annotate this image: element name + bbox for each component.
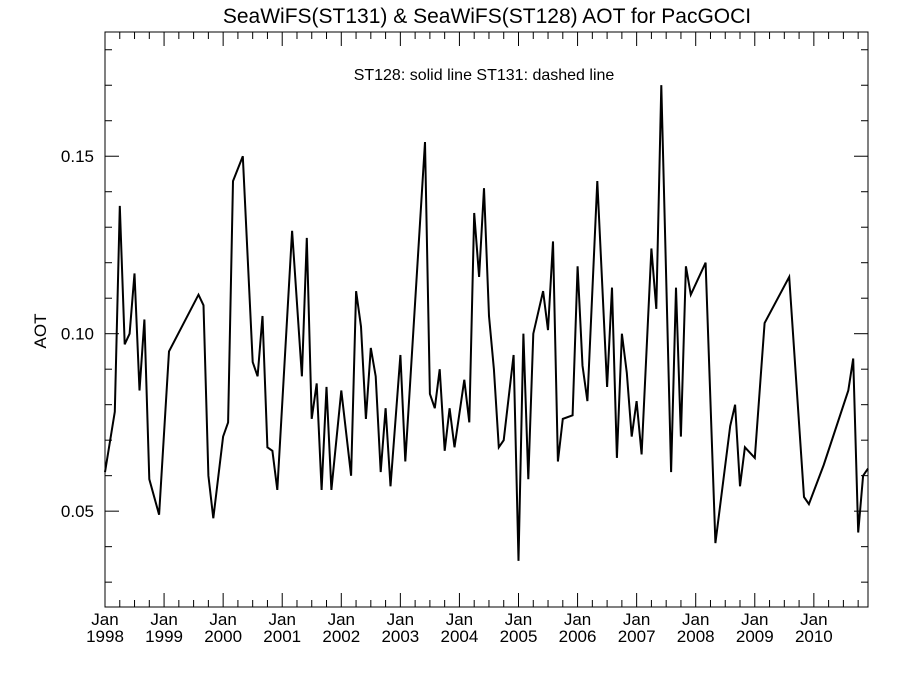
x-tick-label-year: 2010 [795, 627, 833, 646]
x-tick-label-month: Jan [150, 610, 177, 629]
x-tick-label-month: Jan [328, 610, 355, 629]
line-style-note: ST128: solid line ST131: dashed line [354, 67, 615, 84]
x-tick-label-year: 1999 [145, 627, 183, 646]
series-layer [104, 85, 869, 561]
y-tick-label: 0.10 [61, 325, 94, 344]
x-tick-label-month: Jan [209, 610, 236, 629]
x-tick-label-year: 2005 [500, 627, 538, 646]
y-axis-ticks: 0.05 0.10 0.15 [61, 49, 868, 583]
plot-frame [104, 31, 869, 608]
y-axis-label: AOT [31, 314, 50, 349]
x-tick-label-month: Jan [505, 610, 532, 629]
x-tick-label-year: 1998 [86, 627, 124, 646]
x-tick-label-month: Jan [623, 610, 650, 629]
x-tick-label-month: Jan [741, 610, 768, 629]
x-tick-label-year: 2001 [263, 627, 301, 646]
x-tick-label-year: 2008 [677, 627, 715, 646]
x-axis-ticks: Jan1998Jan1999Jan2000Jan2001Jan2002Jan20… [86, 32, 859, 646]
x-tick-label-year: 2003 [381, 627, 419, 646]
chart-title: SeaWiFS(ST131) & SeaWiFS(ST128) AOT for … [223, 5, 751, 28]
x-tick-label-month: Jan [564, 610, 591, 629]
y-tick-label: 0.15 [61, 147, 94, 166]
x-tick-label-month: Jan [387, 610, 414, 629]
x-tick-label-year: 2009 [736, 627, 774, 646]
x-tick-label-year: 2000 [204, 627, 242, 646]
x-tick-label-month: Jan [91, 610, 118, 629]
x-tick-label-year: 2006 [559, 627, 597, 646]
series-line [104, 85, 869, 561]
x-tick-label-year: 2007 [618, 627, 656, 646]
x-tick-label-month: Jan [682, 610, 709, 629]
x-tick-label-month: Jan [269, 610, 296, 629]
x-tick-label-month: Jan [800, 610, 827, 629]
x-tick-label-year: 2002 [322, 627, 360, 646]
x-tick-label-month: Jan [446, 610, 473, 629]
x-tick-label-year: 2004 [441, 627, 479, 646]
y-tick-label: 0.05 [61, 502, 94, 521]
